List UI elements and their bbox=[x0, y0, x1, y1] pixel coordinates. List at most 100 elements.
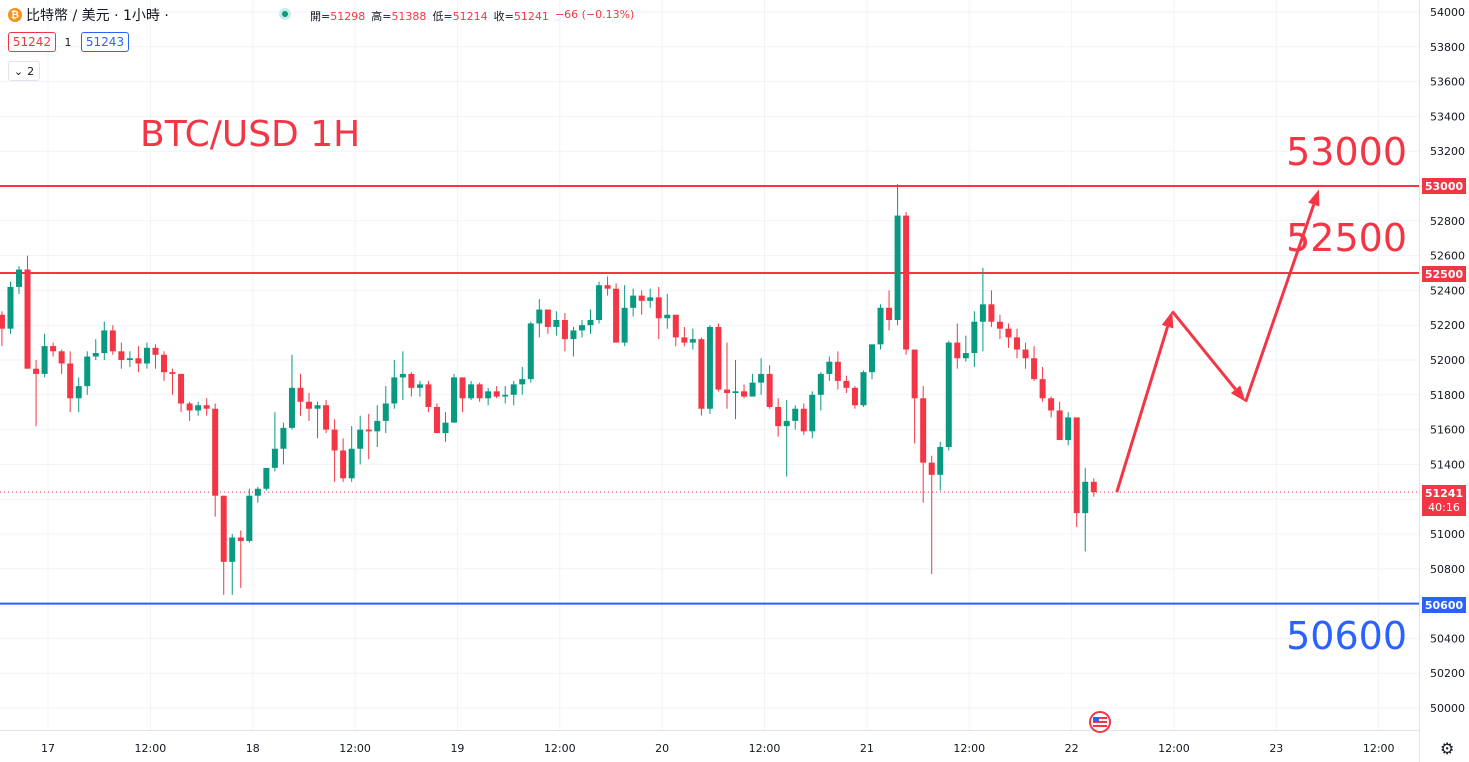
time-tick-label: 12:00 bbox=[135, 742, 167, 755]
candle-body bbox=[800, 408, 807, 432]
candle-body bbox=[928, 462, 935, 475]
candle-body bbox=[647, 297, 654, 301]
candle-body bbox=[425, 384, 432, 407]
projection-arrowhead bbox=[1230, 385, 1246, 402]
candle-body bbox=[391, 377, 398, 404]
candle-body bbox=[468, 384, 475, 399]
sell-button[interactable]: 51242 bbox=[8, 32, 56, 52]
price-axis[interactable]: 5000050200504005060050800510005120051400… bbox=[1419, 0, 1466, 762]
candle-body bbox=[732, 391, 739, 394]
spread-value: 1 bbox=[64, 35, 72, 49]
candle-body bbox=[186, 403, 193, 411]
projection-arrowhead bbox=[1161, 311, 1174, 329]
price-tick-label: 51600 bbox=[1430, 424, 1465, 437]
candle-body bbox=[408, 373, 415, 388]
ohlc-label: 收= bbox=[493, 10, 514, 23]
candle-body bbox=[314, 405, 321, 409]
candle-body bbox=[33, 368, 40, 374]
ohlc-value: 51388 bbox=[391, 10, 427, 23]
symbol-header[interactable]: ₿ 比特幣 / 美元 · 1小時 · bbox=[8, 5, 169, 25]
projection-segment bbox=[1171, 310, 1237, 391]
candle-body bbox=[527, 323, 534, 380]
projection-segment bbox=[1244, 204, 1316, 403]
candle-body bbox=[945, 342, 952, 447]
candle-body bbox=[271, 448, 278, 468]
candle-body bbox=[672, 314, 679, 338]
ohlc-high: 高=51388 bbox=[371, 8, 426, 24]
projection-arrows bbox=[1115, 189, 1320, 493]
price-tick-label: 50200 bbox=[1430, 667, 1465, 680]
candle-body bbox=[203, 405, 210, 409]
level-label-52500: 52500 bbox=[1286, 216, 1407, 260]
candle-body bbox=[834, 361, 841, 381]
time-tick-label: 12:00 bbox=[749, 742, 781, 755]
gear-icon[interactable]: ⚙ bbox=[1440, 739, 1455, 758]
candle-body bbox=[613, 288, 620, 343]
candle-body bbox=[1022, 349, 1029, 359]
ohlc-label: 開= bbox=[310, 10, 331, 23]
time-tick-label: 12:00 bbox=[1158, 742, 1190, 755]
candle-body bbox=[1090, 481, 1097, 493]
ohlc-label: 高= bbox=[371, 10, 392, 23]
candle-body bbox=[246, 495, 253, 541]
market-status-icon[interactable] bbox=[279, 8, 291, 20]
candle-body bbox=[962, 353, 969, 359]
candle-body bbox=[58, 351, 65, 364]
candle-body bbox=[1056, 410, 1063, 441]
indicators-count: 2 bbox=[27, 64, 35, 78]
candle-body bbox=[109, 330, 116, 352]
bitcoin-icon: ₿ bbox=[8, 8, 22, 22]
time-tick-label: 22 bbox=[1065, 742, 1079, 755]
candle-body bbox=[178, 373, 185, 404]
us-flag-icon[interactable] bbox=[1089, 711, 1111, 733]
candle-body bbox=[689, 339, 696, 343]
candle-body bbox=[288, 387, 295, 428]
price-label-50600: 50600 bbox=[1422, 597, 1466, 613]
candle-body bbox=[681, 337, 688, 343]
ohlc-change: −66 (−0.13%) bbox=[554, 8, 635, 21]
time-tick-label: 12:00 bbox=[1363, 742, 1395, 755]
candle-body bbox=[988, 304, 995, 322]
candle-body bbox=[723, 389, 730, 394]
candle-body bbox=[536, 309, 543, 324]
candle-body bbox=[510, 384, 517, 395]
buy-button[interactable]: 51243 bbox=[81, 32, 129, 52]
horizontal-levels bbox=[0, 185, 1419, 605]
candle-body bbox=[485, 391, 492, 399]
candle-body bbox=[792, 408, 799, 421]
price-tick-label: 51000 bbox=[1430, 528, 1465, 541]
candle-body bbox=[1065, 417, 1072, 441]
candle-body bbox=[578, 325, 585, 331]
price-tick-label: 51800 bbox=[1430, 389, 1465, 402]
ohlc-open: 開=51298 bbox=[310, 8, 365, 24]
indicators-toggle-button[interactable]: ⌄ 2 bbox=[8, 61, 40, 81]
candle-body bbox=[894, 215, 901, 320]
candle-body bbox=[1031, 358, 1038, 380]
candle-body bbox=[851, 387, 858, 406]
candle-body bbox=[118, 351, 125, 360]
candle-body bbox=[877, 307, 884, 345]
projection-arrowhead bbox=[1308, 189, 1320, 207]
symbol-title: 比特幣 / 美元 · 1小時 · bbox=[26, 8, 169, 24]
price-tick-label: 52600 bbox=[1430, 250, 1465, 263]
candle-body bbox=[0, 314, 5, 329]
candle-body bbox=[323, 405, 330, 430]
candle-body bbox=[365, 429, 372, 432]
ohlc-value: 51214 bbox=[452, 10, 488, 23]
time-tick-label: 12:00 bbox=[339, 742, 371, 755]
candle-body bbox=[886, 307, 893, 320]
chevron-down-icon: ⌄ bbox=[13, 64, 24, 78]
time-axis[interactable]: 17 12:00 18 12:00 19 12:00 20 12:00 21 12:00 22 12:… bbox=[0, 730, 1419, 756]
candle-body bbox=[126, 358, 133, 360]
candle-body bbox=[741, 391, 748, 397]
candle-body bbox=[263, 467, 270, 489]
candle-body bbox=[382, 403, 389, 421]
candle-body bbox=[331, 429, 338, 451]
price-label-52500: 52500 bbox=[1422, 266, 1466, 282]
candle-body bbox=[1073, 417, 1080, 514]
candle-body bbox=[911, 349, 918, 399]
candle-body bbox=[1082, 481, 1089, 514]
candle-body bbox=[775, 406, 782, 427]
candle-body bbox=[638, 295, 645, 301]
